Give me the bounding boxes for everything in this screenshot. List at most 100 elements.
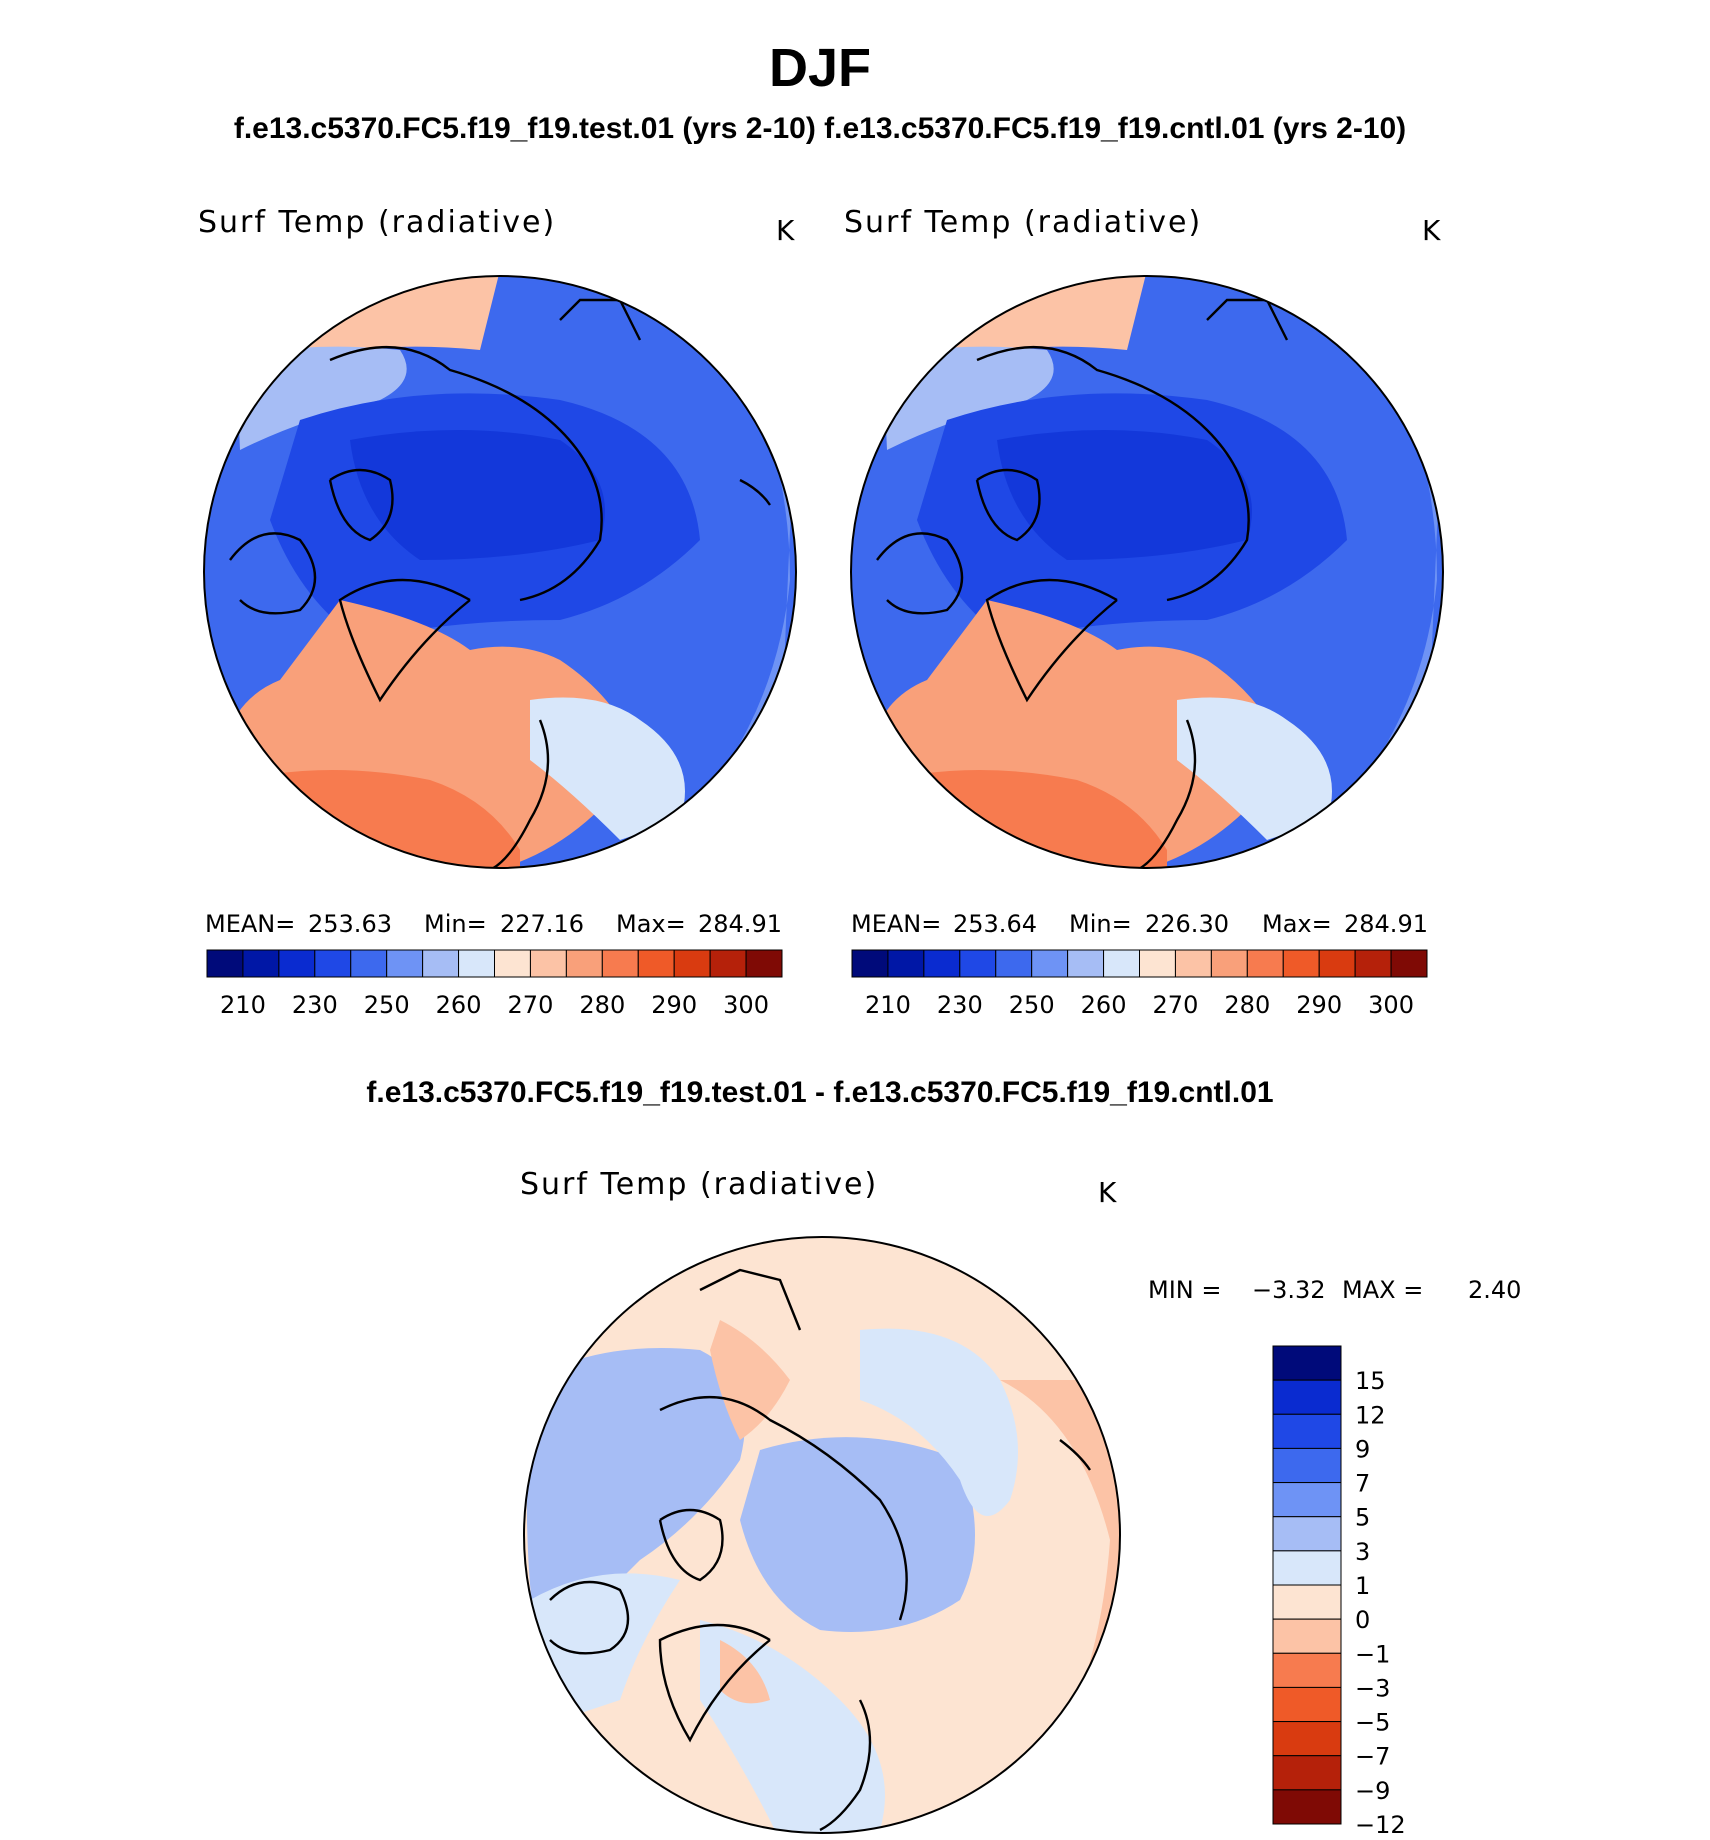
colorbar-test-swatch <box>350 949 388 978</box>
colorbar-difference-swatch <box>1272 1516 1342 1552</box>
colorbar-control-swatch <box>1139 949 1176 978</box>
panel-b-min-value: 226.30 <box>1145 910 1229 938</box>
colorbar-test-swatch <box>242 949 280 978</box>
colorbar-test-swatch <box>386 949 424 978</box>
figure-title: DJF <box>769 38 871 98</box>
panel-b-min-label: Min= <box>1069 910 1132 938</box>
colorbar-control-swatch <box>1031 949 1069 978</box>
diff-min-label: MIN = <box>1148 1276 1221 1304</box>
colorbar-control-swatch <box>1354 949 1392 978</box>
colorbar-difference-tick-label: 5 <box>1355 1504 1370 1532</box>
map-test-border <box>203 275 797 869</box>
panel-a-stats: MEAN= 253.63 Min= 227.16 Max= 284.91 <box>205 910 782 938</box>
diff-min-value: −3.32 <box>1252 1276 1326 1304</box>
colorbar-test-swatch <box>565 949 603 978</box>
colorbar-control-tick-label: 260 <box>1081 991 1127 1019</box>
colorbar-difference-swatch <box>1272 1379 1342 1415</box>
colorbar-difference-swatch <box>1272 1652 1342 1688</box>
colorbar-difference-tick-label: 0 <box>1355 1606 1370 1634</box>
colorbar-difference-tick-label: −5 <box>1355 1709 1390 1737</box>
colorbar-difference-swatch <box>1272 1721 1342 1757</box>
colorbar-difference-swatch <box>1272 1447 1342 1484</box>
colorbar-control-swatch <box>1067 949 1105 978</box>
colorbar-control-swatch <box>887 949 925 978</box>
colorbar-control-tick-label: 290 <box>1296 991 1342 1019</box>
colorbar-test-tick-label: 250 <box>364 991 410 1019</box>
panel-b-units: K <box>1422 214 1441 247</box>
colorbar-difference-tick-label: −1 <box>1355 1640 1390 1668</box>
colorbar-control-swatch <box>1210 949 1248 978</box>
colorbar-test-tick-label: 230 <box>292 991 338 1019</box>
map-difference-surface-temperature <box>524 1237 1120 1833</box>
colorbar-test-tick-label: 290 <box>651 991 697 1019</box>
colorbar-difference-tick-label: 3 <box>1355 1538 1370 1566</box>
colorbar-test-tick-label: 280 <box>579 991 625 1019</box>
colorbar-control-tick-label: 270 <box>1153 991 1199 1019</box>
colorbar-test-swatch <box>314 949 352 978</box>
colorbar-difference-swatch <box>1272 1686 1342 1723</box>
colorbar-difference-swatch <box>1272 1550 1342 1586</box>
colorbar-test-tick-label: 260 <box>436 991 482 1019</box>
colorbar-control-tick-label: 280 <box>1224 991 1270 1019</box>
colorbar-control-swatch <box>851 949 889 978</box>
panel-a-mean-label: MEAN= <box>205 910 295 938</box>
colorbar-control-tick-label: 210 <box>865 991 911 1019</box>
colorbar-control-tick-label: 300 <box>1368 991 1414 1019</box>
panel-a-min-label: Min= <box>424 910 487 938</box>
panel-a-variable: Surf Temp (radiative) <box>198 205 556 240</box>
colorbar-test-swatch <box>278 949 316 978</box>
panel-b-max-label: Max= <box>1262 910 1332 938</box>
colorbar-test-swatch <box>637 949 675 978</box>
diff-max-label: MAX = <box>1342 1276 1423 1304</box>
colorbar-control-swatch <box>923 949 961 978</box>
colorbar-difference-swatch <box>1272 1618 1342 1654</box>
colorbar-test-swatch <box>529 949 567 978</box>
colorbar-control-swatch <box>959 949 997 978</box>
colorbar-test-swatch <box>601 949 639 978</box>
colorbar-control-swatch <box>995 949 1033 978</box>
colorbar-difference-swatch <box>1272 1789 1342 1825</box>
colorbar-test: 210 230 250 260 270 280 290 300 <box>206 949 783 1019</box>
colorbar-control-swatch <box>1390 949 1428 978</box>
panel-a-max-label: Max= <box>616 910 686 938</box>
colorbar-control-swatch <box>1246 949 1284 978</box>
colorbar-difference-tick-label: 12 <box>1355 1401 1386 1429</box>
panel-b-variable: Surf Temp (radiative) <box>844 205 1202 240</box>
colorbar-difference-tick-label: 9 <box>1355 1435 1370 1463</box>
map-difference-border <box>523 1236 1121 1834</box>
colorbar-difference-swatch <box>1272 1413 1342 1449</box>
colorbar-difference-swatch <box>1272 1755 1342 1791</box>
colorbar-test-swatch <box>206 949 244 978</box>
colorbar-difference-swatch <box>1272 1345 1342 1381</box>
colorbar-difference-tick-label: 1 <box>1355 1572 1370 1600</box>
panel-a-mean-value: 253.63 <box>308 910 392 938</box>
colorbar-test-swatch <box>494 949 531 978</box>
diff-max-value: 2.40 <box>1468 1276 1521 1304</box>
colorbar-control-tick-label: 250 <box>1009 991 1055 1019</box>
diff-units: K <box>1098 1176 1117 1209</box>
diff-variable: Surf Temp (radiative) <box>520 1167 878 1202</box>
figure-subtitle: f.e13.c5370.FC5.f19_f19.test.01 (yrs 2-1… <box>234 112 1406 145</box>
colorbar-test-swatch <box>673 949 711 978</box>
colorbar-difference-tick-label: −12 <box>1355 1811 1406 1839</box>
colorbar-control-swatch <box>1318 949 1356 978</box>
panel-a-max-value: 284.91 <box>698 910 782 938</box>
colorbar-difference-tick-label: 7 <box>1355 1470 1370 1498</box>
colorbar-test-swatch <box>745 949 783 978</box>
colorbar-test-tick-label: 270 <box>508 991 554 1019</box>
colorbar-control: 210 230 250 260 270 280 290 300 <box>851 949 1428 1019</box>
difference-title: f.e13.c5370.FC5.f19_f19.test.01 - f.e13.… <box>366 1076 1273 1109</box>
panel-b-mean-value: 253.64 <box>953 910 1037 938</box>
colorbar-difference-swatch <box>1272 1482 1342 1518</box>
colorbar-test-swatch <box>422 949 460 978</box>
colorbar-difference-tick-label: 15 <box>1355 1367 1386 1395</box>
panel-b-mean-label: MEAN= <box>851 910 941 938</box>
map-control-border <box>850 275 1444 869</box>
colorbar-test-swatch <box>709 949 747 978</box>
colorbar-difference-tick-label: −9 <box>1355 1777 1390 1805</box>
colorbar-control-swatch <box>1174 949 1212 978</box>
map-control-surface-temperature <box>851 276 1443 868</box>
panel-b-stats: MEAN= 253.64 Min= 226.30 Max= 284.91 <box>851 910 1428 938</box>
